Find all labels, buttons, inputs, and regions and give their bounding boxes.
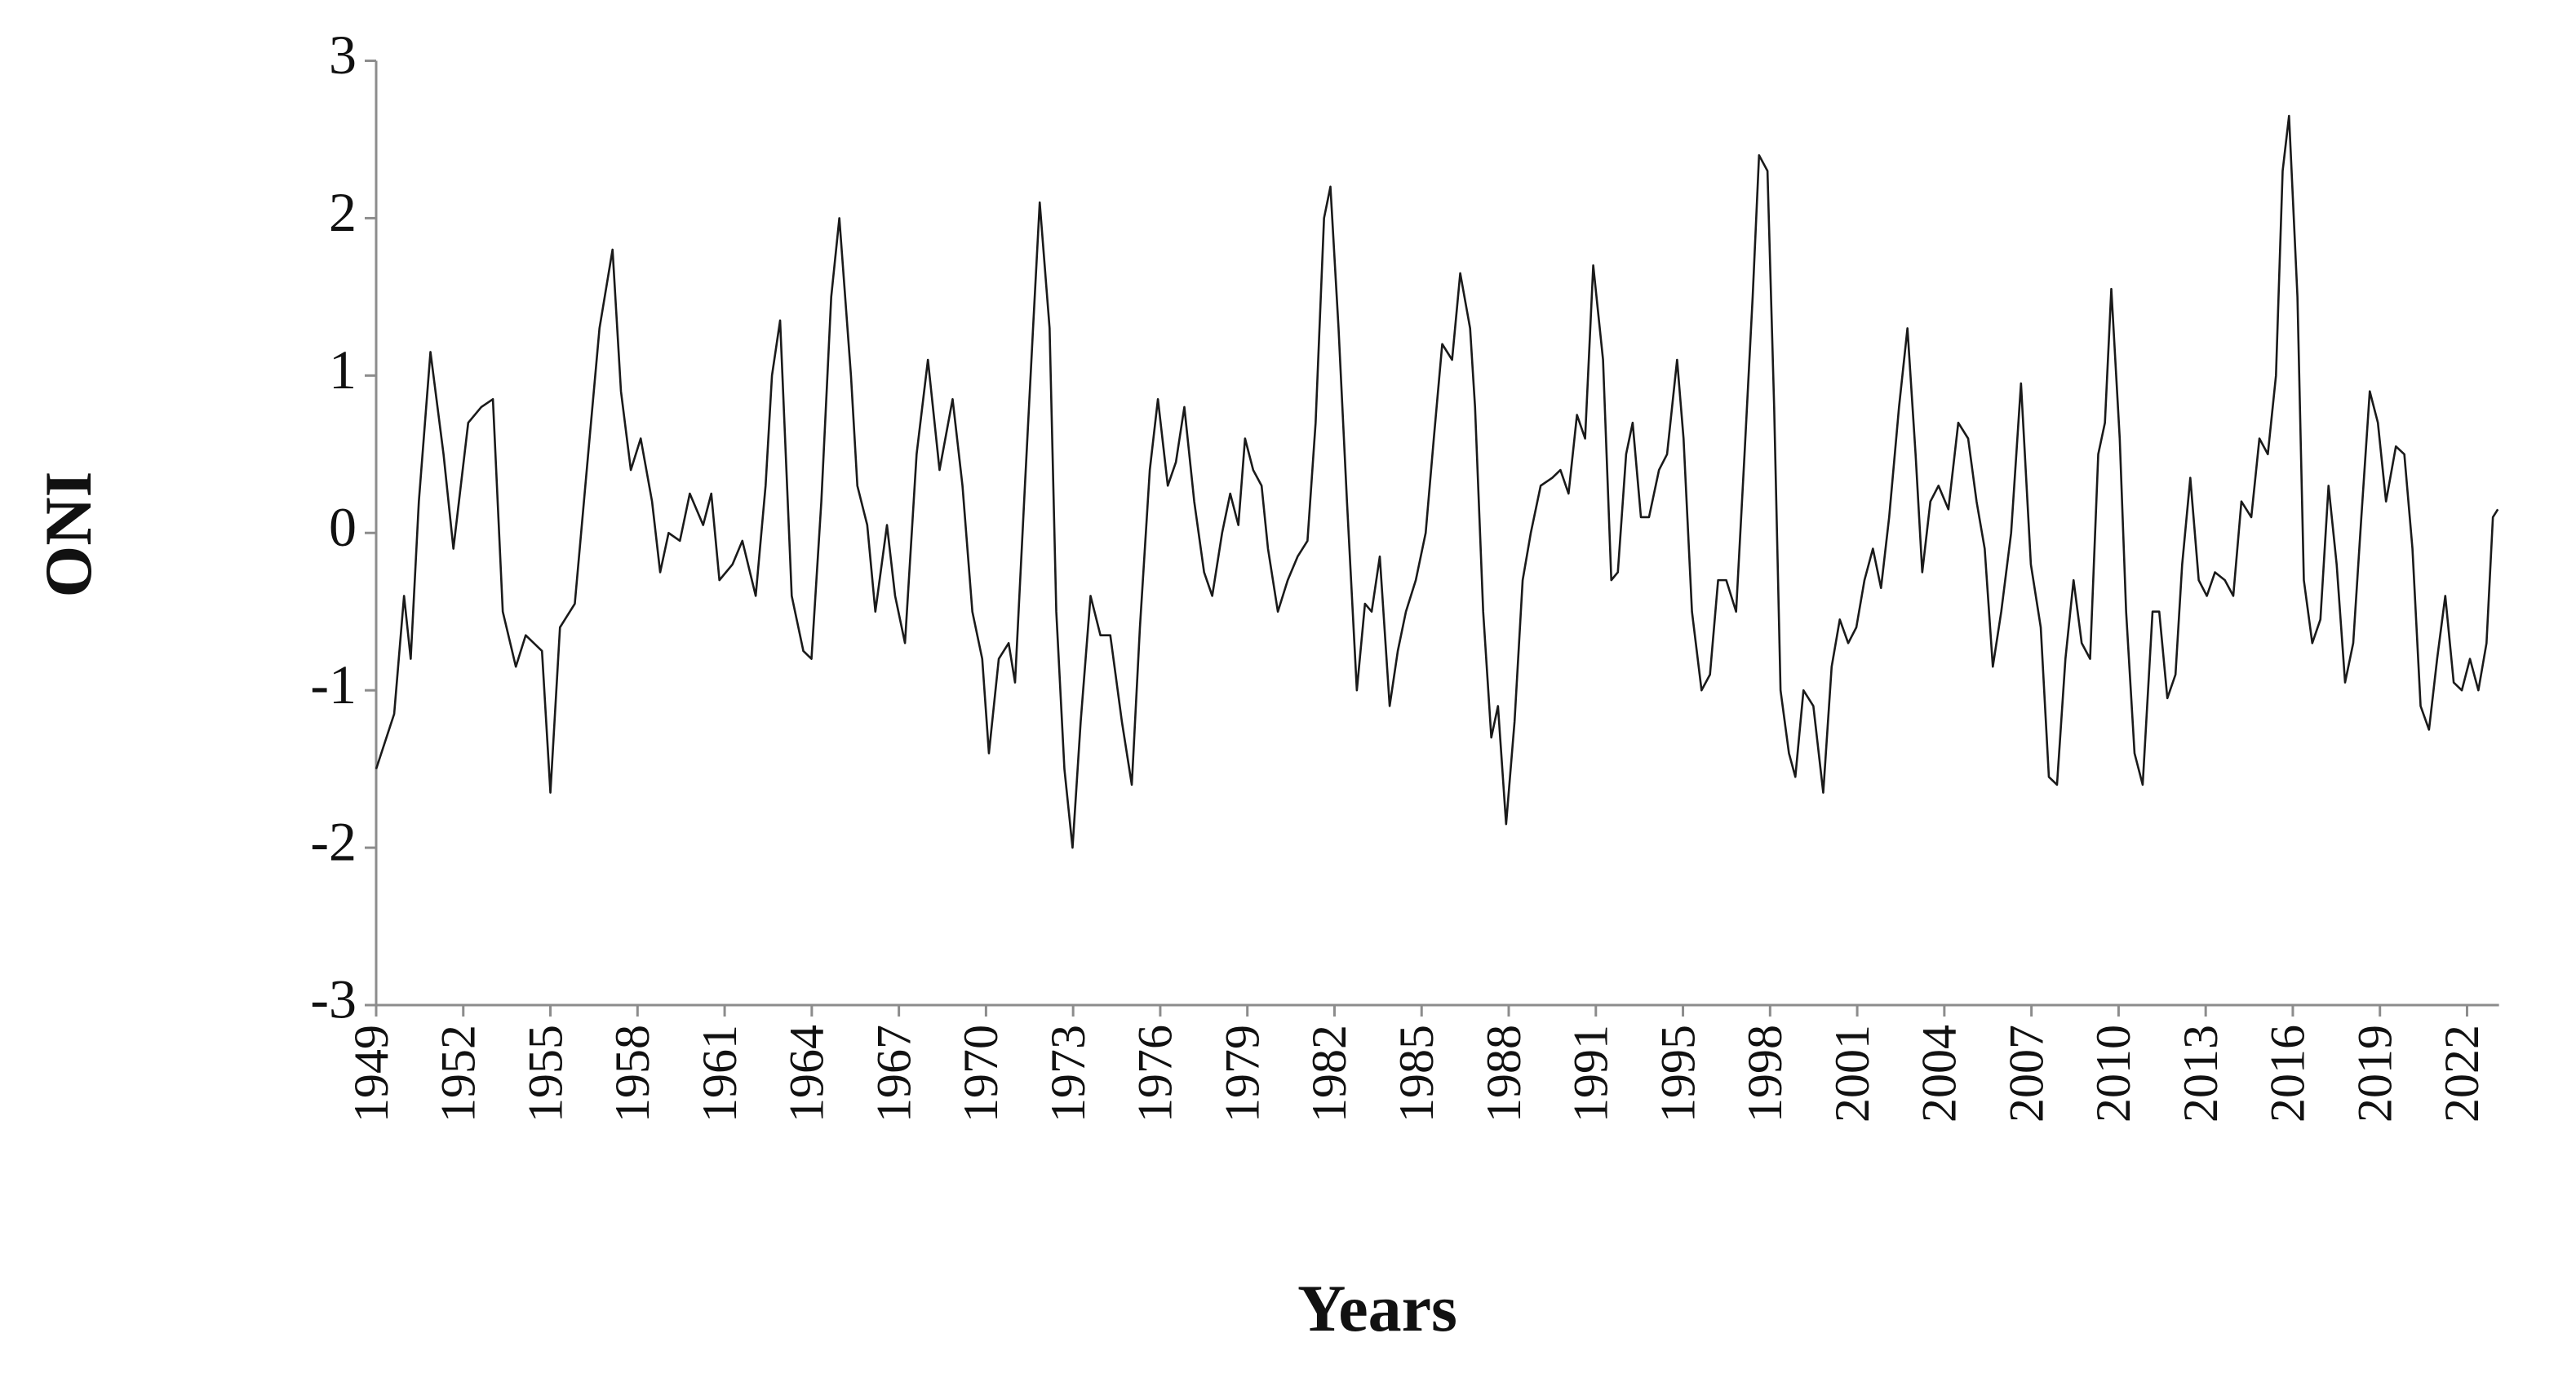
x-tick-label: 1998 bbox=[1738, 1025, 1792, 1123]
y-tick-label: 2 bbox=[329, 181, 357, 243]
x-tick-label: 2010 bbox=[2086, 1025, 2140, 1123]
oni-line bbox=[375, 114, 2499, 849]
x-tick-label: 1995 bbox=[1651, 1025, 1705, 1123]
x-tick-label: 1976 bbox=[1128, 1025, 1182, 1123]
x-tick-label: 1973 bbox=[1041, 1025, 1095, 1123]
x-tick-label: 2007 bbox=[1999, 1025, 2053, 1123]
x-tick-label: 1970 bbox=[954, 1025, 1008, 1123]
x-tick-label: 1985 bbox=[1390, 1025, 1443, 1123]
x-tick-label: 2001 bbox=[1825, 1025, 1879, 1123]
x-tick-label: 1964 bbox=[780, 1025, 834, 1123]
x-tick-label: 2016 bbox=[2261, 1025, 2315, 1123]
y-tick-label: 3 bbox=[329, 24, 357, 86]
x-tick-label: 2013 bbox=[2174, 1025, 2228, 1123]
x-tick-label: 1988 bbox=[1477, 1025, 1531, 1123]
y-tick-label: -1 bbox=[310, 653, 357, 715]
y-tick-label: 1 bbox=[329, 339, 357, 401]
x-tick-label: 2004 bbox=[1913, 1025, 1966, 1123]
y-tick-label: -3 bbox=[310, 968, 357, 1030]
y-axis-title: ONI bbox=[31, 472, 105, 598]
y-tick-label: 0 bbox=[329, 496, 357, 558]
x-tick-label: 2019 bbox=[2348, 1025, 2401, 1123]
y-tick-label: -2 bbox=[310, 811, 357, 873]
x-tick-label: 1949 bbox=[344, 1025, 398, 1123]
x-tick-label: 1961 bbox=[693, 1025, 747, 1123]
x-tick-label: 1967 bbox=[867, 1025, 920, 1123]
x-tick-label: 2022 bbox=[2435, 1025, 2489, 1123]
x-tick-label: 1982 bbox=[1302, 1025, 1356, 1123]
x-tick-label: 1955 bbox=[518, 1025, 572, 1123]
x-tick-label: 1952 bbox=[432, 1025, 485, 1123]
x-tick-label: 1958 bbox=[605, 1025, 659, 1123]
x-tick-label: 1991 bbox=[1564, 1025, 1618, 1123]
x-axis-title: Years bbox=[1297, 1271, 1457, 1345]
x-tick-label: 1979 bbox=[1215, 1025, 1269, 1123]
